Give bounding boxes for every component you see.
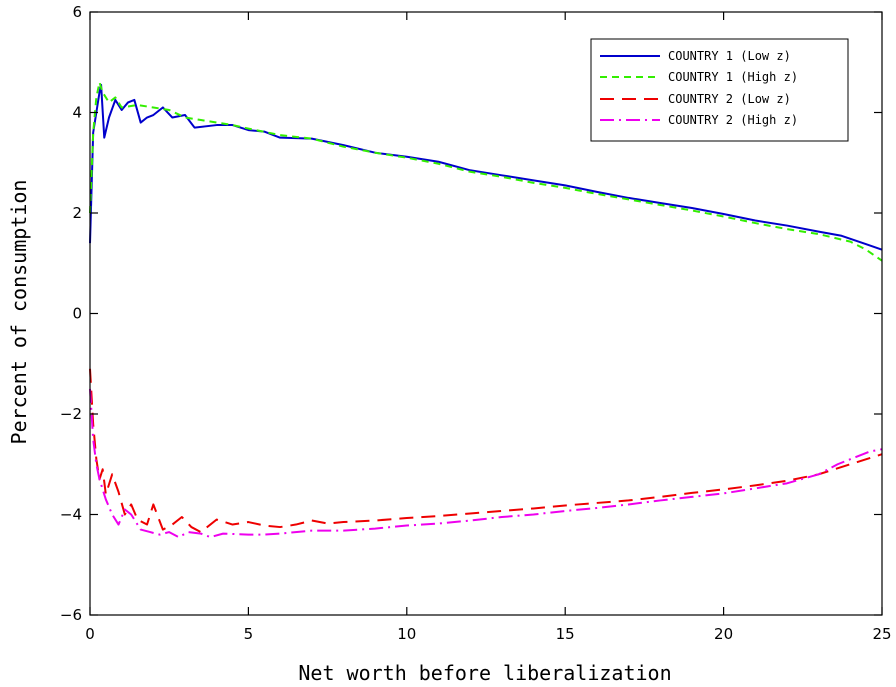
series-line-3 [89,368,883,534]
legend-label: COUNTRY 2 (High z) [668,113,798,127]
legend-items: COUNTRY 1 (Low z) COUNTRY 1 (High z) COU… [600,49,798,127]
series-line-2 [89,81,883,262]
y-tick-label: 6 [72,3,82,21]
series-lines [89,81,883,539]
y-tick-label: 2 [72,204,82,222]
x-tick-label: 10 [397,625,416,643]
legend-label: COUNTRY 1 (Low z) [668,49,791,63]
y-tick-label: −6 [60,606,82,624]
tick-labels: 0 5 10 15 20 25 −6 −4 −2 0 2 4 6 [60,3,892,643]
axis-ticks [89,11,883,616]
x-tick-label: 15 [556,625,575,643]
legend-item: COUNTRY 2 (Low z) [600,92,791,106]
legend-label: COUNTRY 2 (Low z) [668,92,791,106]
x-tick-label: 0 [85,625,95,643]
legend: COUNTRY 1 (Low z) COUNTRY 1 (High z) COU… [590,38,849,142]
series-line-1 [89,83,883,251]
legend-item: COUNTRY 2 (High z) [600,113,798,127]
legend-item: COUNTRY 1 (High z) [600,70,798,84]
y-tick-label: −4 [60,506,82,524]
plot-area: 0 5 10 15 20 25 −6 −4 −2 0 2 4 6 [60,3,892,643]
y-tick-label: 4 [72,104,82,122]
y-axis-label: Percent of consumption [7,180,31,445]
y-tick-label: −2 [60,405,82,423]
series-line-4 [89,388,883,539]
x-tick-label: 25 [872,625,891,643]
y-tick-label: 0 [72,305,82,323]
x-tick-label: 5 [244,625,254,643]
legend-item: COUNTRY 1 (Low z) [600,49,791,63]
x-axis-label: Net worth before liberalization [298,661,671,685]
x-tick-label: 20 [714,625,733,643]
legend-label: COUNTRY 1 (High z) [668,70,798,84]
